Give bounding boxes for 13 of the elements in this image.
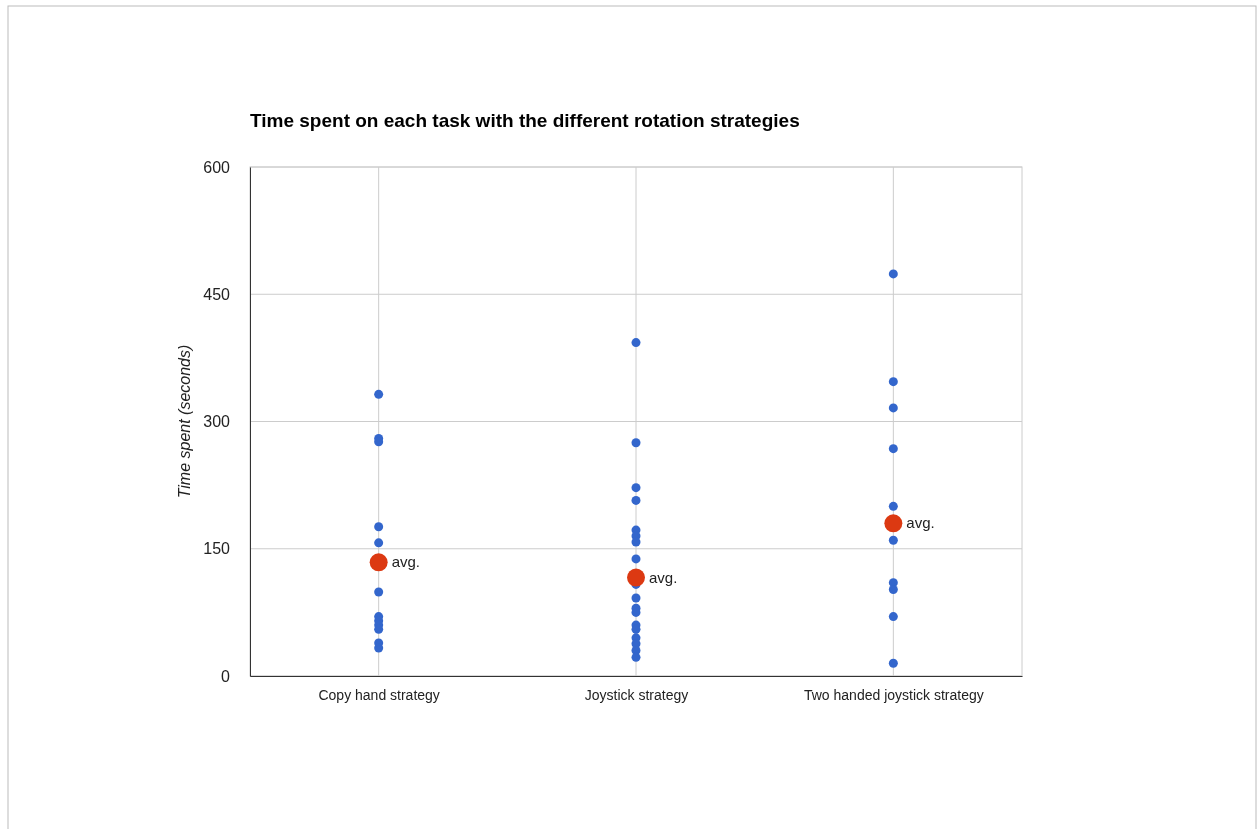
x-tick-label: Joystick strategy bbox=[584, 686, 689, 703]
chart-title: Time spent on each task with the different rotation strategies bbox=[250, 110, 800, 131]
x-tick-label: Two handed joystick strategy bbox=[803, 686, 984, 703]
y-tick-label: 600 bbox=[203, 158, 231, 176]
y-tick-label: 450 bbox=[203, 285, 231, 303]
text: avg. bbox=[906, 514, 935, 532]
y-tick-label: 0 bbox=[221, 667, 231, 685]
x-tick-label: Copy hand strategy bbox=[318, 686, 440, 703]
text: avg. bbox=[649, 568, 678, 586]
y-tick-label: 300 bbox=[203, 413, 231, 431]
y-tick-label: 150 bbox=[203, 540, 231, 558]
y-axis-title: Time spent (seconds) bbox=[176, 344, 193, 499]
series-label: avg. bbox=[391, 553, 421, 571]
